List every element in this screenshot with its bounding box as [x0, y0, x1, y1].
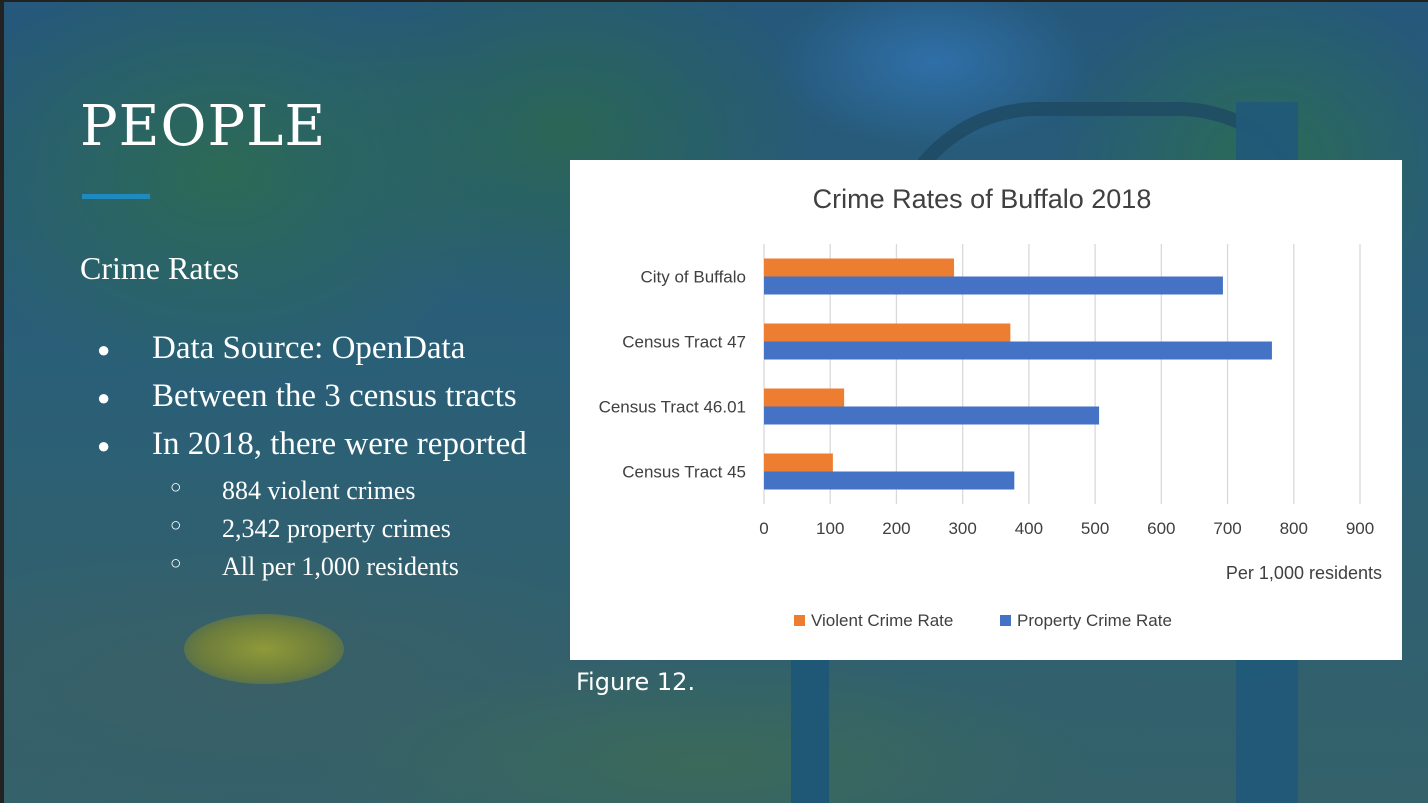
slide-title: PEOPLE	[80, 94, 327, 159]
chart-title: Crime Rates of Buffalo 2018	[813, 184, 1152, 214]
x-tick-label: 200	[882, 519, 910, 538]
sub-bullet-ring-icon: ○	[170, 515, 182, 536]
x-tick-label: 800	[1280, 519, 1308, 538]
bullet-dot-icon: ●	[97, 385, 111, 410]
sub-bullet-ring-icon: ○	[170, 477, 182, 498]
category-label: Census Tract 46.01	[599, 398, 746, 417]
figure-caption: Figure 12.	[576, 668, 696, 696]
bar-property	[764, 471, 1015, 490]
x-axis-label: Per 1,000 residents	[1226, 563, 1382, 583]
chart-image: Crime Rates of Buffalo 2018 0 100 200 300 400…	[570, 160, 1402, 660]
sign-post-left	[791, 642, 829, 803]
sub-bullet-ring-icon: ○	[170, 553, 182, 574]
bullet-text: Data Source: OpenData	[152, 330, 466, 366]
bullet-dot-icon: ●	[97, 433, 111, 458]
sub-bullet-text: 2,342 property crimes	[222, 514, 451, 543]
legend-label: Violent Crime Rate	[811, 611, 953, 630]
legend-swatch	[794, 615, 805, 626]
flower-bush	[184, 614, 344, 684]
sub-bullet-text: 884 violent crimes	[222, 476, 416, 505]
x-tick-label: 0	[759, 519, 768, 538]
bullet-item: ● In 2018, there were reported	[97, 426, 527, 463]
sub-bullet-item: ○ 2,342 property crimes	[170, 514, 451, 544]
bar-violent	[764, 323, 1011, 342]
x-tick-label: 100	[816, 519, 844, 538]
x-tick-label: 500	[1081, 519, 1109, 538]
x-tick-label: 700	[1213, 519, 1241, 538]
legend-swatch	[1000, 615, 1011, 626]
title-underline	[82, 194, 150, 199]
category-label: City of Buffalo	[640, 268, 746, 287]
x-tick-label: 400	[1015, 519, 1043, 538]
category-label: Census Tract 45	[622, 463, 746, 482]
legend-label: Property Crime Rate	[1017, 611, 1172, 630]
bullet-item: ● Data Source: OpenData	[97, 330, 466, 367]
bar-violent	[764, 388, 845, 407]
bullet-dot-icon: ●	[97, 337, 111, 362]
slide-subtitle: Crime Rates	[80, 250, 240, 286]
bullet-text: In 2018, there were reported	[152, 426, 527, 462]
bar-violent	[764, 258, 955, 277]
category-label: Census Tract 47	[622, 333, 746, 352]
bar-violent	[764, 453, 833, 472]
sub-bullet-item: ○ All per 1,000 residents	[170, 552, 459, 582]
sub-bullet-item: ○ 884 violent crimes	[170, 476, 416, 506]
crime-rates-chart: Crime Rates of Buffalo 2018 0 100 200 300 400…	[599, 184, 1382, 630]
bar-property	[764, 276, 1223, 295]
x-tick-label: 300	[948, 519, 976, 538]
bar-property	[764, 341, 1272, 360]
bullet-item: ● Between the 3 census tracts	[97, 378, 517, 415]
bullet-text: Between the 3 census tracts	[152, 378, 517, 414]
sub-bullet-text: All per 1,000 residents	[222, 552, 459, 581]
bar-property	[764, 406, 1100, 425]
x-tick-label: 900	[1346, 519, 1374, 538]
x-tick-label: 600	[1147, 519, 1175, 538]
